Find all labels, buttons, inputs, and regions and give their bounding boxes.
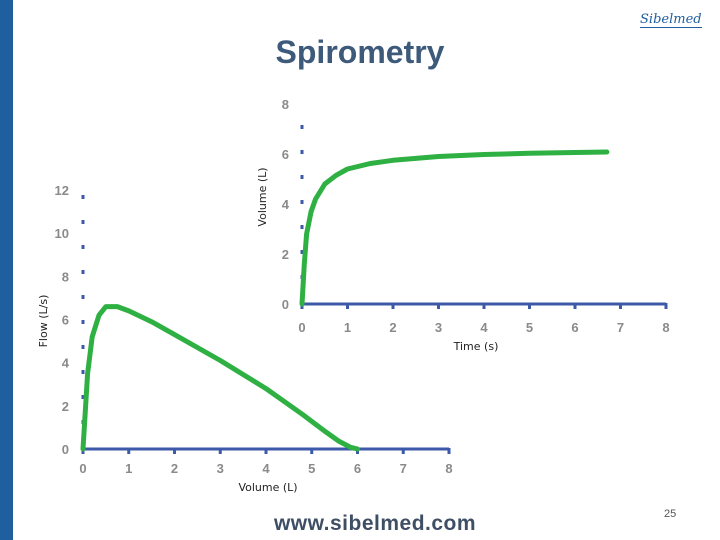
x-tick-label: 1 bbox=[125, 461, 132, 476]
x-tick-label: 0 bbox=[298, 320, 305, 335]
x-tick-label: 4 bbox=[262, 461, 270, 476]
y-tick-label: 4 bbox=[62, 356, 70, 371]
x-tick-label: 5 bbox=[308, 461, 315, 476]
y-axis-label: Volume (L) bbox=[256, 167, 269, 226]
x-tick-label: 7 bbox=[617, 320, 624, 335]
y-tick-label: 2 bbox=[282, 247, 289, 262]
y-tick-label: 0 bbox=[62, 442, 69, 457]
x-tick-label: 4 bbox=[480, 320, 488, 335]
y-tick-label: 6 bbox=[282, 147, 289, 162]
y-tick-label: 8 bbox=[282, 97, 289, 112]
y-tick-label: 0 bbox=[282, 297, 289, 312]
x-tick-label: 1 bbox=[344, 320, 351, 335]
page-number: 25 bbox=[664, 508, 677, 520]
x-tick-label: 3 bbox=[435, 320, 442, 335]
footer-url[interactable]: www.sibelmed.com bbox=[273, 512, 477, 535]
x-tick-label: 6 bbox=[571, 320, 578, 335]
x-tick-label: 0 bbox=[79, 461, 86, 476]
x-tick-label: 2 bbox=[389, 320, 396, 335]
x-tick-label: 3 bbox=[217, 461, 224, 476]
volume-time-chart: 0 1 2 3 4 5 6 7 8 0 2 4 6 8 Time (s) Volume (L) bbox=[256, 97, 670, 353]
y-tick-label: 12 bbox=[55, 183, 69, 198]
y-tick-label: 10 bbox=[55, 226, 69, 241]
y-axis-label: Flow (L/s) bbox=[37, 295, 50, 348]
slide-title: Spirometry bbox=[275, 34, 445, 70]
y-tick-label: 4 bbox=[282, 197, 290, 212]
sibelmed-logo: Sibelmed bbox=[640, 12, 702, 28]
x-axis-label: Time (s) bbox=[453, 340, 499, 353]
series-line bbox=[299, 149, 610, 307]
x-tick-label: 8 bbox=[662, 320, 669, 335]
x-tick-label: 6 bbox=[354, 461, 361, 476]
y-tick-label: 8 bbox=[62, 269, 69, 284]
side-accent-bar bbox=[0, 0, 13, 540]
x-tick-label: 8 bbox=[445, 461, 452, 476]
series-line bbox=[80, 304, 360, 452]
y-tick-label: 2 bbox=[62, 399, 69, 414]
y-tick-label: 6 bbox=[62, 313, 69, 328]
x-tick-label: 7 bbox=[400, 461, 407, 476]
x-axis-label: Volume (L) bbox=[238, 481, 297, 494]
x-tick-label: 5 bbox=[526, 320, 533, 335]
x-tick-label: 2 bbox=[171, 461, 178, 476]
